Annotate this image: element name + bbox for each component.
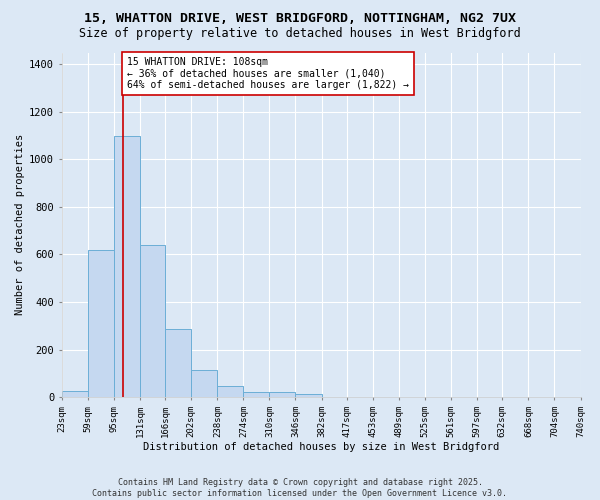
Bar (140, 245, 165, 397)
Bar (88, 250, 114, 397)
Bar (191, 370, 217, 397)
Text: Contains HM Land Registry data © Crown copyright and database right 2025.
Contai: Contains HM Land Registry data © Crown c… (92, 478, 508, 498)
Bar (295, 394, 322, 397)
Text: 15, WHATTON DRIVE, WEST BRIDGFORD, NOTTINGHAM, NG2 7UX: 15, WHATTON DRIVE, WEST BRIDGFORD, NOTTI… (84, 12, 516, 26)
Text: 15 WHATTON DRIVE: 108sqm
← 36% of detached houses are smaller (1,040)
64% of sem: 15 WHATTON DRIVE: 108sqm ← 36% of detach… (127, 58, 409, 90)
Bar (165, 330, 191, 397)
Bar (62, 391, 88, 397)
Y-axis label: Number of detached properties: Number of detached properties (15, 134, 25, 316)
X-axis label: Distribution of detached houses by size in West Bridgford: Distribution of detached houses by size … (143, 442, 499, 452)
Text: Size of property relative to detached houses in West Bridgford: Size of property relative to detached ho… (79, 28, 521, 40)
Bar (269, 392, 295, 397)
Bar (244, 392, 269, 397)
Bar (217, 386, 244, 397)
Bar (114, 136, 140, 397)
